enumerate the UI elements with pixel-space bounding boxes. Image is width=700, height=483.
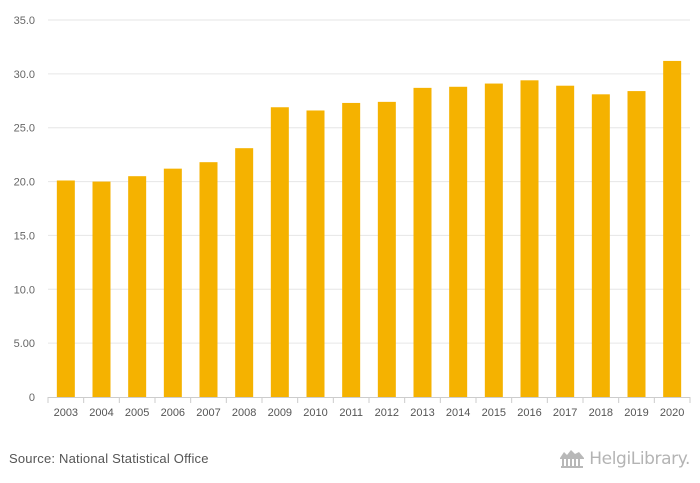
bar-2016: [520, 80, 539, 397]
bar-2017: [556, 85, 575, 398]
x-tick-label: 2018: [589, 407, 613, 419]
x-tick-label: 2016: [517, 407, 541, 419]
gridlines: [48, 19, 690, 344]
x-tick-label: 2004: [89, 407, 113, 419]
y-tick-label: 30.0: [14, 69, 35, 81]
bar-2012: [377, 101, 396, 398]
brand-name: HelgiLibrary.: [589, 449, 690, 469]
y-tick-label: 35.0: [14, 15, 35, 27]
x-axis-ticks: 2003 2004 2005 2006 2007 2008 2009 2010 2011 2012…: [47, 397, 691, 419]
x-tick-label: 2012: [375, 407, 399, 419]
bar-2008: [235, 148, 254, 397]
x-tick-label: 2005: [125, 407, 149, 419]
x-tick-label: 2008: [232, 407, 256, 419]
bar-2018: [591, 94, 610, 397]
x-tick-label: 2020: [660, 407, 684, 419]
bar-2007: [199, 162, 218, 397]
x-tick-label: 2017: [553, 407, 577, 419]
bars: [56, 60, 682, 398]
bar-2015: [484, 83, 503, 398]
bar-2004: [92, 181, 111, 397]
x-tick-label: 2003: [54, 407, 78, 419]
x-tick-label: 2006: [161, 407, 185, 419]
library-building-icon: [560, 450, 585, 468]
bar-2013: [413, 87, 432, 398]
y-tick-label: 5.00: [14, 338, 35, 350]
y-tick-label: 15.0: [14, 230, 35, 242]
x-tick-label: 2014: [446, 407, 470, 419]
x-tick-label: 2007: [196, 407, 220, 419]
x-tick-label: 2013: [410, 407, 434, 419]
brand-logo: HelgiLibrary.: [559, 447, 690, 471]
x-tick-label: 2009: [268, 407, 292, 419]
bar-2014: [449, 86, 468, 397]
y-tick-label: 25.0: [14, 123, 35, 135]
x-tick-label: 2011: [339, 407, 363, 419]
source-note: Source: National Statistical Office: [9, 451, 209, 466]
bar-2010: [306, 110, 325, 397]
bar-2006: [163, 168, 182, 397]
bar-2005: [128, 176, 147, 397]
bar-2019: [627, 91, 646, 397]
y-tick-label: 10.0: [14, 284, 35, 296]
y-tick-label: 20.0: [14, 177, 35, 189]
bar-2003: [56, 180, 75, 397]
bar-2011: [342, 102, 361, 397]
x-tick-label: 2010: [303, 407, 327, 419]
x-tick-label: 2019: [624, 407, 648, 419]
bar-2020: [663, 60, 682, 398]
y-tick-label: 0: [29, 392, 35, 404]
x-tick-label: 2015: [482, 407, 506, 419]
bar-2009: [270, 107, 289, 397]
y-axis-ticks: 0 5.00 10.0 15.0 20.0 25.0 30.0 35.0: [14, 15, 35, 404]
